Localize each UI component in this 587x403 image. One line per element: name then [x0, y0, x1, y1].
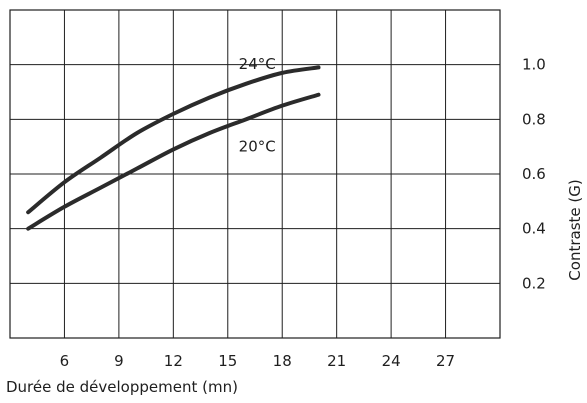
x-tick-label: 21: [327, 352, 346, 370]
y-tick-labels: 0.2 0.4 0.6 0.8 1.0: [522, 56, 546, 293]
series-line-0: [26, 65, 321, 215]
y-tick-label: 0.8: [522, 110, 546, 128]
x-tick-label: 9: [114, 352, 124, 370]
y-tick-label: 0.4: [522, 220, 546, 238]
series-lines: 24°C 20°C: [26, 55, 321, 231]
plot-frame: [9, 9, 501, 339]
series-label: 20°C: [239, 137, 276, 155]
grid: [10, 10, 500, 338]
x-tick-label: 24: [382, 352, 401, 370]
x-tick-labels: 6 9 12 15 18 21 24 27: [60, 352, 455, 370]
y-tick-label: 1.0: [522, 56, 546, 74]
x-tick-label: 6: [60, 352, 70, 370]
x-tick-label: 27: [436, 352, 455, 370]
y-tick-label: 0.2: [522, 274, 546, 292]
series-line-1: [26, 92, 321, 231]
y-tick-label: 0.6: [522, 165, 546, 183]
x-tick-label: 15: [218, 352, 237, 370]
y-axis-title: Contraste (G): [566, 179, 584, 280]
x-tick-label: 18: [273, 352, 292, 370]
x-tick-label: 12: [164, 352, 183, 370]
series-label: 24°C: [239, 55, 276, 73]
x-axis-title: Durée de développement (mn): [6, 378, 238, 396]
